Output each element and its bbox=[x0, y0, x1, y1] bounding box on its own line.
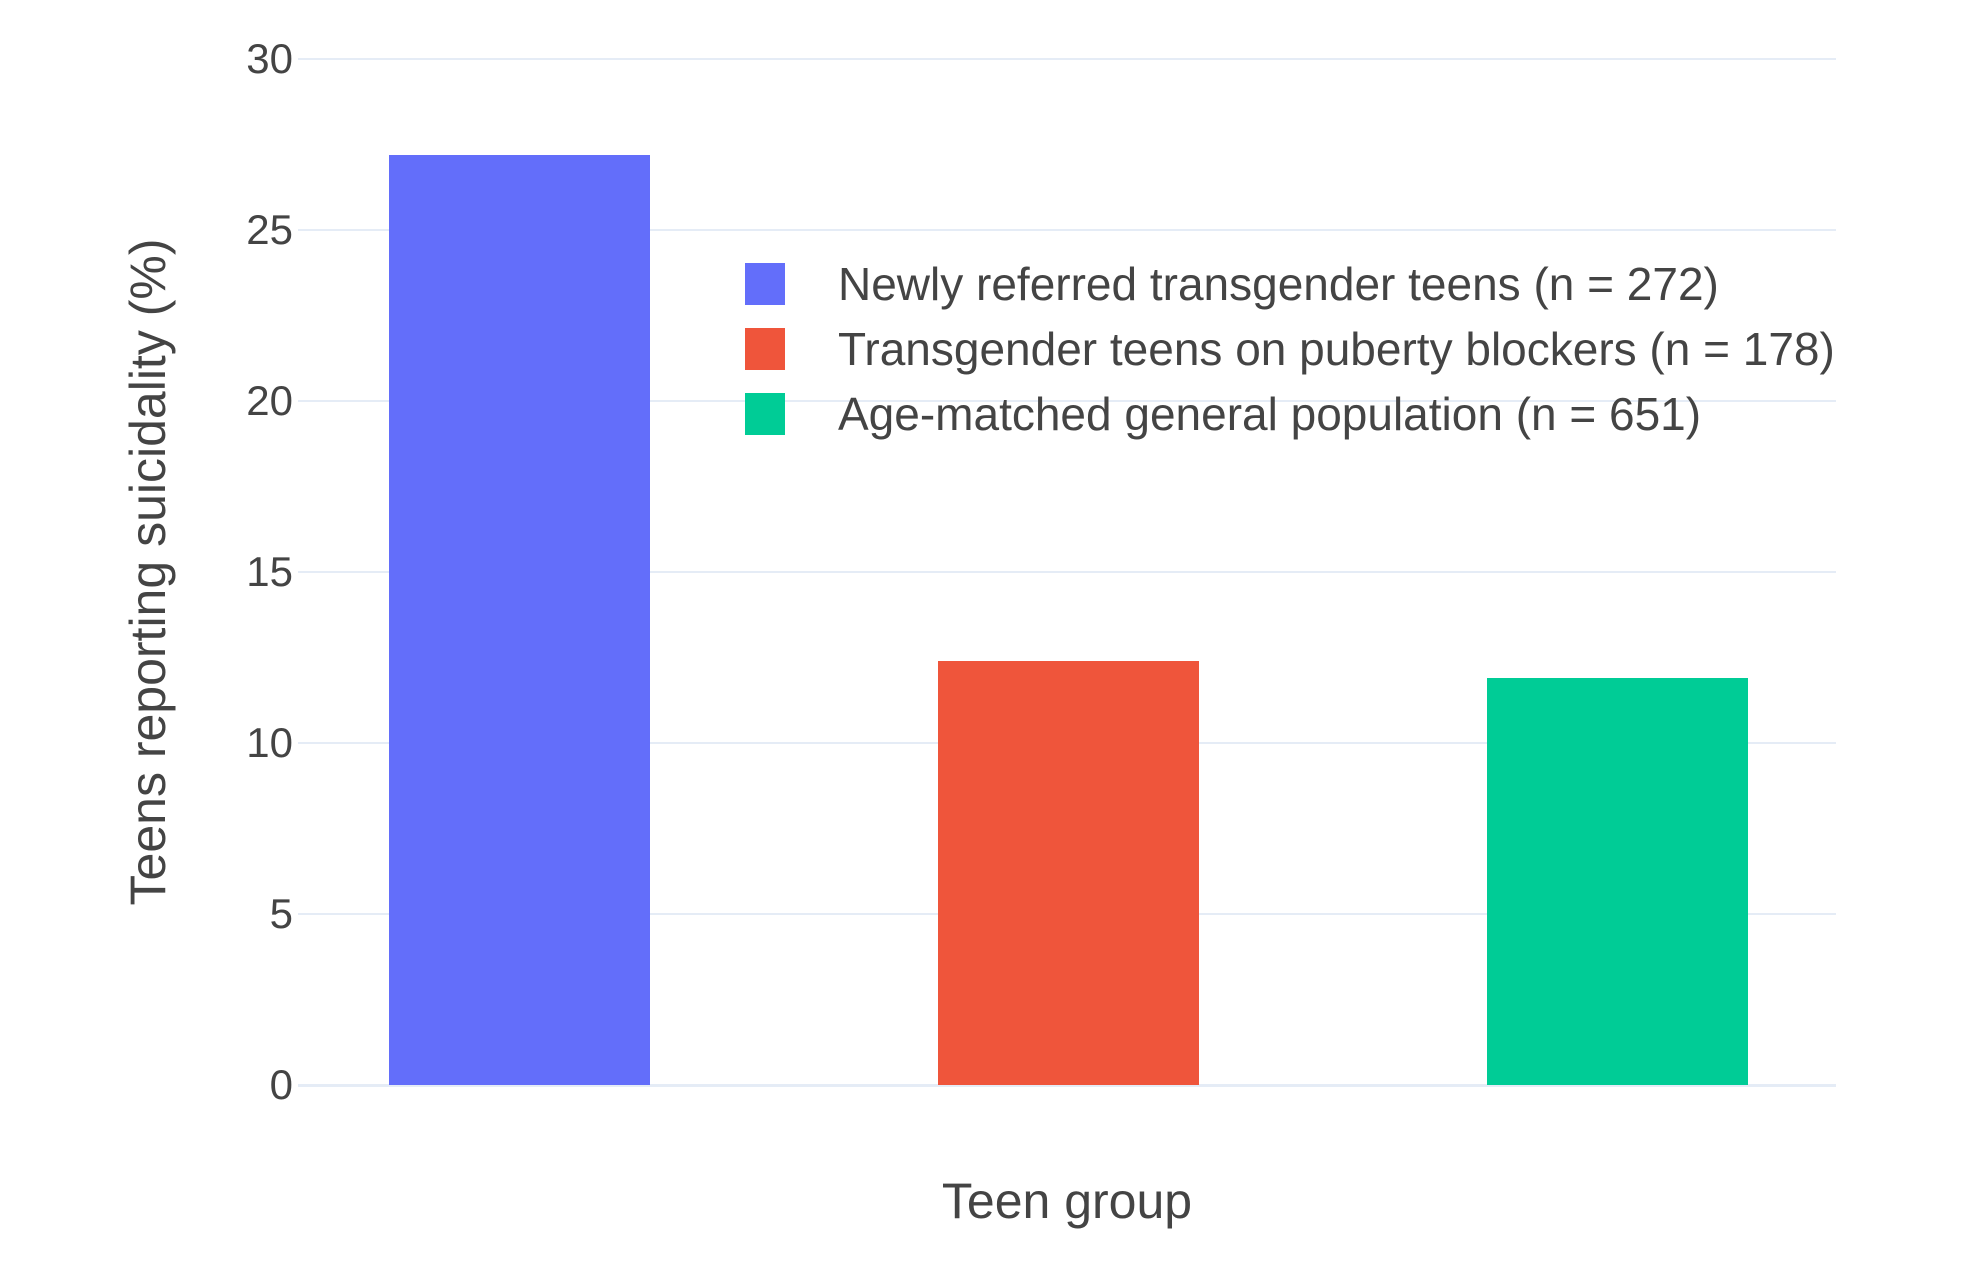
legend-item-3[interactable]: Age-matched general population (n = 651) bbox=[745, 388, 1835, 440]
y-tick-label-10: 10 bbox=[246, 719, 293, 766]
y-tick-label-5: 5 bbox=[269, 890, 293, 937]
legend: Newly referred transgender teens (n = 27… bbox=[745, 258, 1835, 458]
legend-swatch-3 bbox=[745, 393, 785, 435]
y-tick-label-30: 30 bbox=[246, 35, 293, 82]
y-tick-label-0: 0 bbox=[269, 1061, 293, 1108]
legend-label-2: Transgender teens on puberty blockers (n… bbox=[838, 323, 1835, 375]
zero-line bbox=[298, 1083, 1836, 1087]
plot-area bbox=[298, 58, 1836, 1087]
legend-label-3: Age-matched general population (n = 651) bbox=[838, 388, 1702, 440]
legend-label-1: Newly referred transgender teens (n = 27… bbox=[838, 258, 1719, 310]
bar-series-1 bbox=[389, 154, 650, 1085]
y-tick-label-20: 20 bbox=[246, 377, 293, 424]
gridline-20 bbox=[298, 400, 1836, 402]
gridline-30 bbox=[298, 58, 1836, 60]
y-tick-label-25: 25 bbox=[246, 206, 293, 253]
gridline-15 bbox=[298, 571, 1836, 573]
y-axis-title: Teens reporting suicidality (%) bbox=[120, 238, 176, 906]
legend-item-2[interactable]: Transgender teens on puberty blockers (n… bbox=[745, 323, 1835, 375]
y-tick-label-15: 15 bbox=[246, 548, 293, 595]
gridline-25 bbox=[298, 229, 1836, 231]
x-axis-title: Teen group bbox=[941, 1173, 1193, 1229]
bar-series-3 bbox=[1487, 678, 1748, 1085]
legend-swatch-2 bbox=[745, 328, 785, 370]
bar-series-2 bbox=[938, 660, 1199, 1085]
legend-item-1[interactable]: Newly referred transgender teens (n = 27… bbox=[745, 258, 1835, 310]
legend-swatch-1 bbox=[745, 263, 785, 305]
